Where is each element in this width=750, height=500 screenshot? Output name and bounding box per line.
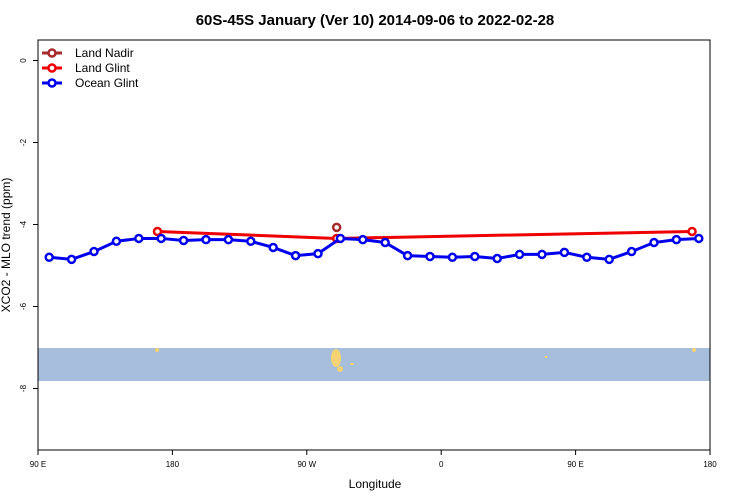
map-band [38,348,710,381]
point [671,234,682,245]
x-tick-label: 180 [703,460,717,469]
point [201,234,211,245]
point [358,234,368,245]
legend-label: Ocean Glint [75,76,139,90]
point [335,233,346,244]
point [582,252,592,263]
land-shapes [155,348,696,372]
legend-marker [47,48,57,58]
point [649,237,659,248]
point [268,242,278,253]
x-tick-label: 90 W [297,460,316,469]
x-tick-label: 0 [439,460,444,469]
point [559,247,570,258]
point [66,254,77,265]
point [178,235,189,246]
y-tick-label: -8 [19,384,28,392]
x-tick-label: 90 E [30,460,46,469]
point [290,250,301,261]
y-tick-label: -4 [19,220,28,228]
x-tick-label: 180 [166,460,180,469]
chart-title: 60S-45S January (Ver 10) 2014-09-06 to 2… [196,12,555,29]
point [402,250,413,261]
point [331,222,342,233]
point [694,233,704,244]
y-tick-label: 0 [19,58,28,63]
legend-marker [47,78,57,88]
y-tick-label: -2 [19,138,28,146]
y-axis-label: XCO2 - MLO trend (ppm) [0,178,13,313]
point [134,233,144,244]
series-line [157,229,693,240]
point [313,248,323,259]
point [626,246,637,257]
point [380,237,390,248]
legend-label: Land Glint [75,61,130,75]
series-line [49,236,699,261]
point [89,246,99,257]
x-axis-label: Longitude [349,477,402,491]
point [152,226,163,237]
legend-marker [47,63,57,73]
point [425,251,435,262]
point [537,249,547,260]
point [514,249,525,260]
point [111,236,122,247]
point [470,251,480,262]
point [246,236,256,247]
point [447,252,458,263]
point [156,233,166,244]
point [604,254,614,265]
point [223,234,234,245]
point [687,226,697,237]
x-tick-label: 90 E [567,460,583,469]
plot-frame [37,39,711,451]
y-tick-label: -6 [19,302,28,310]
point [44,252,54,263]
point [492,253,502,264]
legend-label: Land Nadir [75,46,134,60]
